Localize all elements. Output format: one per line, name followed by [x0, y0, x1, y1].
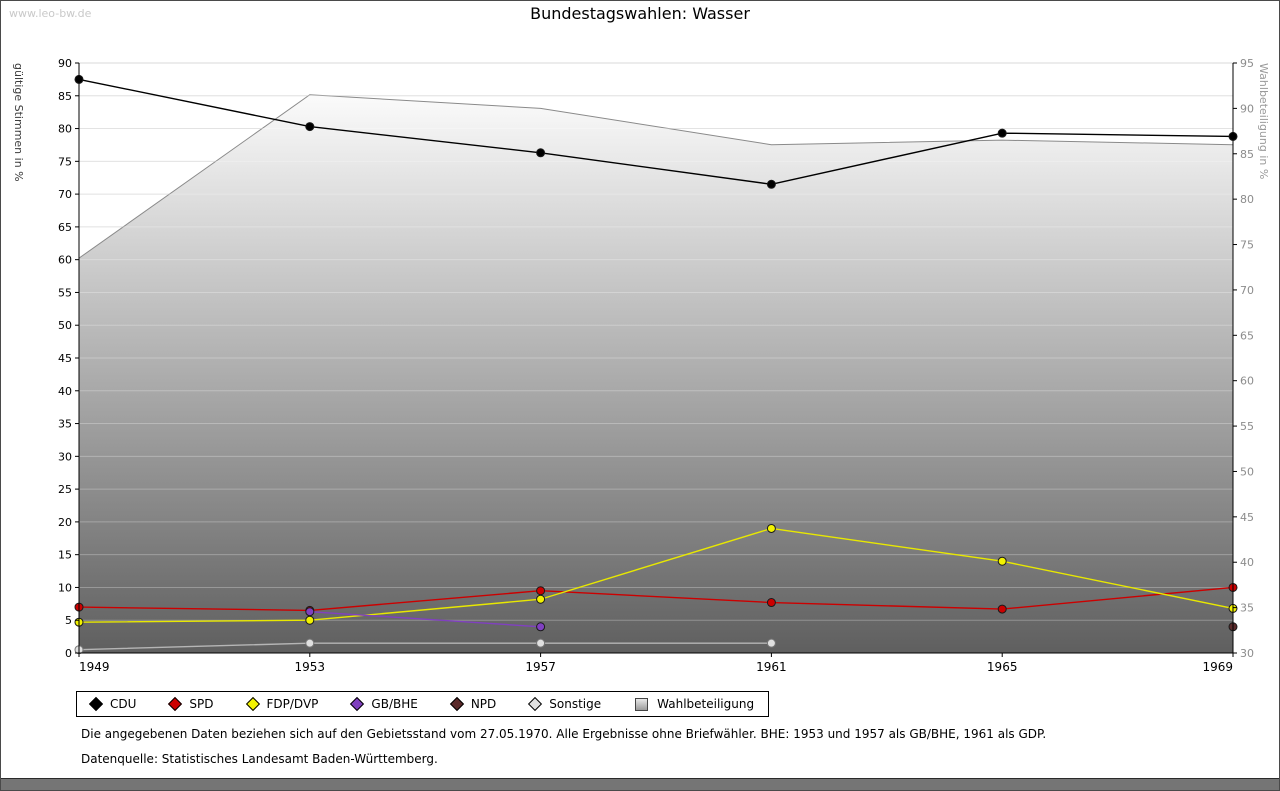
bottom-bar: [1, 778, 1279, 790]
right-tick-label: 70: [1240, 284, 1254, 297]
left-tick-label: 80: [58, 123, 72, 136]
right-axis-title: Wahlbeteiligung in %: [1257, 63, 1270, 179]
chart-svg: 0 5 10 15 20 25 30 35 40 45 50 55 60 65 70 75 80 85 90 30 35…: [12, 57, 1270, 674]
series-fdp-dvp: [74, 523, 1238, 627]
data-point: [536, 594, 546, 604]
legend-item-wahlbeteiligung: Wahlbeteiligung: [635, 697, 754, 711]
left-tick-label: 70: [58, 188, 72, 201]
right-tick-label: 75: [1240, 239, 1254, 252]
legend: CDU SPD FDP/DVP GB/BHE NPD Sonstige Wahlbeteil…: [76, 691, 770, 717]
legend-label: CDU: [110, 697, 137, 711]
data-point: [997, 556, 1007, 566]
left-tick-label: 35: [58, 418, 72, 431]
legend-item-npd: NPD: [449, 696, 497, 712]
left-tick-label: 5: [65, 614, 72, 627]
data-point: [766, 523, 776, 533]
page-title: Bundestagswahlen: Wasser: [530, 4, 750, 23]
legend-item-fdp-dvp: FDP/DVP: [245, 696, 319, 712]
diamond-marker-icon: [168, 696, 183, 712]
right-tick-label: 45: [1240, 511, 1254, 524]
data-point: [997, 604, 1007, 614]
right-tick-label: 65: [1240, 329, 1254, 342]
data-point: [305, 122, 315, 132]
legend-item-spd: SPD: [168, 696, 214, 712]
right-tick-label: 95: [1240, 57, 1254, 70]
square-marker-icon: [635, 697, 649, 711]
wahlbeteiligung-area: [79, 94, 1233, 654]
right-tick-label: 40: [1240, 556, 1254, 569]
x-tick-label: 1949: [79, 660, 110, 674]
watermark: www.leo-bw.de: [9, 7, 92, 20]
legend-label: NPD: [470, 697, 497, 711]
data-point: [536, 622, 546, 632]
x-tick-label: 1969: [1202, 660, 1233, 674]
legend-label: FDP/DVP: [266, 697, 319, 711]
data-point: [305, 607, 315, 617]
right-tick-label: 50: [1240, 465, 1254, 478]
diamond-marker-icon: [528, 696, 543, 712]
footnote-line-2: Datenquelle: Statistisches Landesamt Bad…: [81, 752, 438, 766]
wahlbeteiligung-outline: [78, 94, 1234, 259]
right-tick-label: 35: [1240, 602, 1254, 615]
left-tick-label: 75: [58, 155, 72, 168]
left-tick-label: 45: [58, 352, 72, 365]
diamond-marker-icon: [350, 696, 365, 712]
left-tick-label: 15: [58, 549, 72, 562]
x-tick-label: 1953: [295, 660, 326, 674]
left-tick-label: 85: [58, 90, 72, 103]
left-tick-label: 40: [58, 385, 72, 398]
right-tick-label: 80: [1240, 193, 1254, 206]
left-tick-label: 30: [58, 450, 72, 463]
left-tick-label: 25: [58, 483, 72, 496]
diamond-marker-icon: [449, 696, 464, 712]
footnote-line-1: Die angegebenen Daten beziehen sich auf …: [81, 727, 1047, 741]
right-tick-label: 85: [1240, 148, 1254, 161]
legend-label: Wahlbeteiligung: [657, 697, 755, 711]
left-tick-label: 0: [65, 647, 72, 660]
legend-label: Sonstige: [549, 697, 602, 711]
left-tick-label: 55: [58, 286, 72, 299]
data-point: [997, 128, 1007, 138]
left-tick-label: 65: [58, 221, 72, 234]
legend-item-sonstige: Sonstige: [528, 696, 602, 712]
data-point: [536, 148, 546, 158]
left-axis-title: gültige Stimmen in %: [12, 63, 25, 182]
x-tick-label: 1965: [987, 660, 1018, 674]
left-tick-label: 50: [58, 319, 72, 332]
data-point: [766, 638, 776, 648]
right-tick-label: 90: [1240, 102, 1254, 115]
data-point: [305, 638, 315, 648]
left-tick-label: 20: [58, 516, 72, 529]
data-point: [766, 179, 776, 189]
data-point: [305, 615, 315, 625]
legend-label: GB/BHE: [371, 697, 418, 711]
series-cdu: [74, 74, 1238, 189]
legend-item-gb-bhe: GB/BHE: [350, 696, 418, 712]
left-tick-label: 60: [58, 254, 72, 267]
right-tick-label: 60: [1240, 375, 1254, 388]
data-point: [536, 638, 546, 648]
legend-label: SPD: [189, 697, 214, 711]
x-tick-label: 1961: [756, 660, 787, 674]
legend-item-cdu: CDU: [88, 696, 137, 712]
diamond-marker-icon: [88, 696, 104, 712]
data-point: [766, 598, 776, 608]
right-tick-label: 55: [1240, 420, 1254, 433]
right-tick-label: 30: [1240, 647, 1254, 660]
data-point: [536, 586, 546, 596]
x-tick-label: 1957: [525, 660, 556, 674]
diamond-marker-icon: [245, 696, 260, 712]
left-tick-label: 10: [58, 581, 72, 594]
series-gb-bhe: [305, 607, 546, 632]
left-tick-label: 90: [58, 57, 72, 70]
